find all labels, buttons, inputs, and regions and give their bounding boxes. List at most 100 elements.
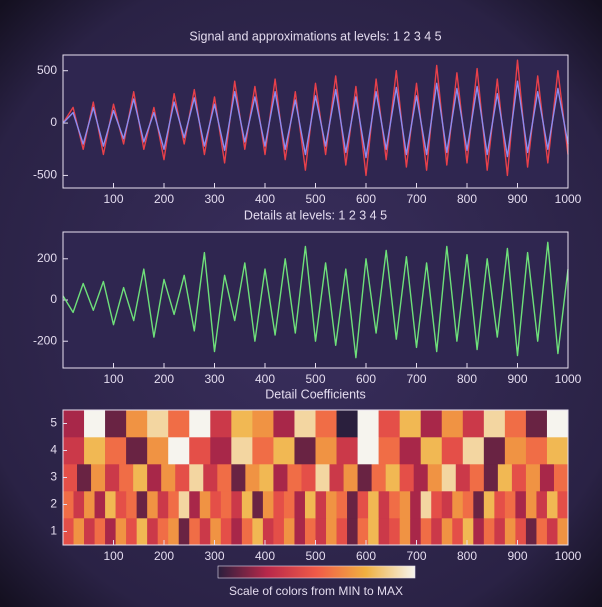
heat-cell: [428, 464, 442, 491]
colorbar: [218, 566, 415, 578]
x-tick-label: 1000: [555, 192, 582, 206]
heat-cell: [414, 464, 428, 491]
x-tick-label: 500: [305, 372, 325, 386]
heat-cell: [372, 464, 386, 491]
heat-cell: [200, 518, 211, 545]
heat-cell: [330, 464, 344, 491]
x-tick-label: 600: [356, 192, 376, 206]
heat-cell: [294, 491, 305, 518]
heat-cell: [316, 518, 327, 545]
chart-title: Detail Coefficients: [265, 387, 366, 401]
heat-cell: [484, 410, 505, 437]
x-tick-label: 1000: [555, 549, 582, 563]
page: {"chart_data": [ {"type": "line", "title…: [0, 0, 602, 607]
heat-cell: [557, 518, 568, 545]
heat-cell: [84, 518, 95, 545]
heat-cell: [368, 518, 379, 545]
y-tick-label: 4: [50, 443, 57, 457]
heat-cell: [400, 464, 414, 491]
x-tick-label: 400: [255, 192, 275, 206]
heat-cell: [358, 464, 372, 491]
heat-cell: [431, 518, 442, 545]
heat-cell: [400, 437, 421, 464]
heat-cell: [473, 491, 484, 518]
heat-cell: [442, 464, 456, 491]
chart-title: Signal and approximations at levels: 1 2…: [189, 29, 441, 43]
heat-cell: [126, 518, 137, 545]
heat-cell: [421, 491, 432, 518]
y-tick-label: 3: [50, 470, 57, 484]
y-tick-label: 2: [50, 497, 57, 511]
chart: Signal and approximations at levels: 1 2…: [0, 0, 602, 607]
x-tick-label: 700: [406, 192, 426, 206]
heat-cell: [379, 437, 400, 464]
y-tick-label: 200: [37, 251, 57, 265]
heat-cell: [105, 410, 126, 437]
heat-cell: [105, 518, 116, 545]
heat-cell: [470, 464, 484, 491]
heat-cell: [484, 518, 495, 545]
x-tick-label: 300: [204, 549, 224, 563]
heat-cell: [463, 518, 474, 545]
heat-cell: [421, 410, 442, 437]
heat-cell: [126, 491, 137, 518]
x-tick-label: 800: [457, 549, 477, 563]
x-tick-label: 400: [255, 549, 275, 563]
heat-cell: [452, 491, 463, 518]
heat-cell: [231, 464, 245, 491]
heat-cell: [168, 518, 179, 545]
heat-cell: [294, 518, 305, 545]
x-tick-label: 800: [457, 372, 477, 386]
heat-cell: [526, 491, 537, 518]
x-tick-label: 200: [154, 549, 174, 563]
heat-cell: [456, 464, 470, 491]
heat-cell: [473, 518, 484, 545]
heat-cell: [463, 410, 484, 437]
x-tick-label: 300: [204, 372, 224, 386]
x-tick-label: 800: [457, 192, 477, 206]
heat-cell: [337, 410, 358, 437]
heat-cell: [512, 464, 526, 491]
heat-cell: [442, 437, 463, 464]
heat-cell: [105, 491, 116, 518]
heat-cell: [505, 410, 526, 437]
x-tick-label: 400: [255, 372, 275, 386]
heat-cell: [452, 518, 463, 545]
heat-cell: [84, 410, 105, 437]
x-tick-label: 500: [305, 192, 325, 206]
heat-cell: [231, 410, 252, 437]
heat-cell: [203, 464, 217, 491]
heat-cell: [505, 518, 516, 545]
heat-cell: [252, 437, 273, 464]
heat-cell: [287, 464, 301, 491]
heat-cell: [547, 437, 568, 464]
heat-cell: [158, 491, 169, 518]
heat-cell: [217, 464, 231, 491]
heat-cell: [231, 518, 242, 545]
heat-cell: [547, 410, 568, 437]
heat-cell: [358, 518, 369, 545]
x-tick-label: 600: [356, 549, 376, 563]
heat-cell: [189, 410, 210, 437]
y-tick-label: 5: [50, 416, 57, 430]
y-tick-label: 500: [37, 63, 57, 77]
heat-cell: [221, 518, 232, 545]
heat-cell: [305, 518, 316, 545]
y-tick-label: 1: [50, 524, 57, 538]
heat-cell: [126, 437, 147, 464]
heat-cell: [273, 518, 284, 545]
heat-cell: [273, 437, 294, 464]
heat-cell: [252, 491, 263, 518]
heat-cell: [168, 410, 189, 437]
heat-cell: [337, 491, 348, 518]
heat-cell: [116, 491, 127, 518]
heat-cell: [158, 518, 169, 545]
heat-cell: [505, 437, 526, 464]
heat-cell: [221, 491, 232, 518]
colorbar-label: Scale of colors from MIN to MAX: [229, 584, 403, 598]
heat-cell: [484, 437, 505, 464]
heat-cell: [379, 491, 390, 518]
x-tick-label: 700: [406, 549, 426, 563]
heat-cell: [547, 491, 558, 518]
heat-cell: [74, 491, 85, 518]
